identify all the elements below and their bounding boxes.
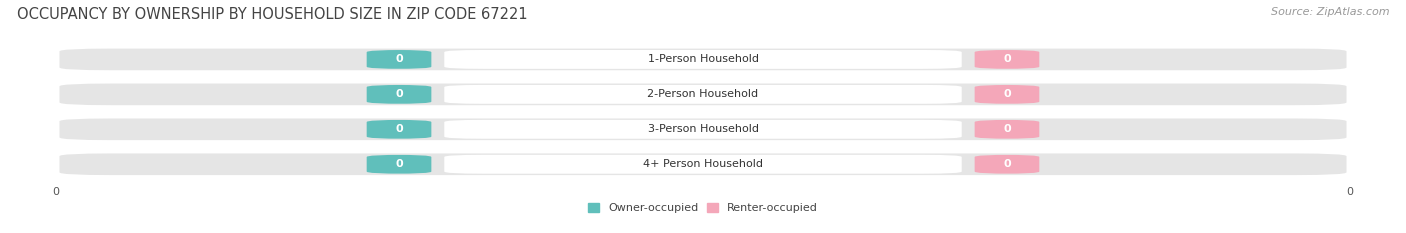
- Text: 0: 0: [1002, 55, 1011, 64]
- Text: 0: 0: [395, 159, 404, 169]
- FancyBboxPatch shape: [59, 118, 1347, 140]
- Text: 0: 0: [1002, 89, 1011, 99]
- Text: 2-Person Household: 2-Person Household: [647, 89, 759, 99]
- FancyBboxPatch shape: [974, 85, 1039, 104]
- Text: 0: 0: [1002, 159, 1011, 169]
- Text: 0: 0: [395, 89, 404, 99]
- Text: 0: 0: [395, 124, 404, 134]
- FancyBboxPatch shape: [444, 120, 962, 139]
- FancyBboxPatch shape: [59, 154, 1347, 175]
- FancyBboxPatch shape: [367, 120, 432, 139]
- Text: 1-Person Household: 1-Person Household: [648, 55, 758, 64]
- Text: OCCUPANCY BY OWNERSHIP BY HOUSEHOLD SIZE IN ZIP CODE 67221: OCCUPANCY BY OWNERSHIP BY HOUSEHOLD SIZE…: [17, 7, 527, 22]
- FancyBboxPatch shape: [974, 50, 1039, 69]
- FancyBboxPatch shape: [974, 155, 1039, 174]
- FancyBboxPatch shape: [367, 155, 432, 174]
- FancyBboxPatch shape: [974, 120, 1039, 139]
- FancyBboxPatch shape: [59, 84, 1347, 105]
- Text: Source: ZipAtlas.com: Source: ZipAtlas.com: [1271, 7, 1389, 17]
- FancyBboxPatch shape: [444, 85, 962, 104]
- FancyBboxPatch shape: [59, 49, 1347, 70]
- Legend: Owner-occupied, Renter-occupied: Owner-occupied, Renter-occupied: [586, 200, 820, 215]
- FancyBboxPatch shape: [444, 50, 962, 69]
- FancyBboxPatch shape: [367, 85, 432, 104]
- FancyBboxPatch shape: [444, 155, 962, 174]
- Text: 0: 0: [1002, 124, 1011, 134]
- Text: 4+ Person Household: 4+ Person Household: [643, 159, 763, 169]
- Text: 0: 0: [395, 55, 404, 64]
- Text: 3-Person Household: 3-Person Household: [648, 124, 758, 134]
- FancyBboxPatch shape: [367, 50, 432, 69]
